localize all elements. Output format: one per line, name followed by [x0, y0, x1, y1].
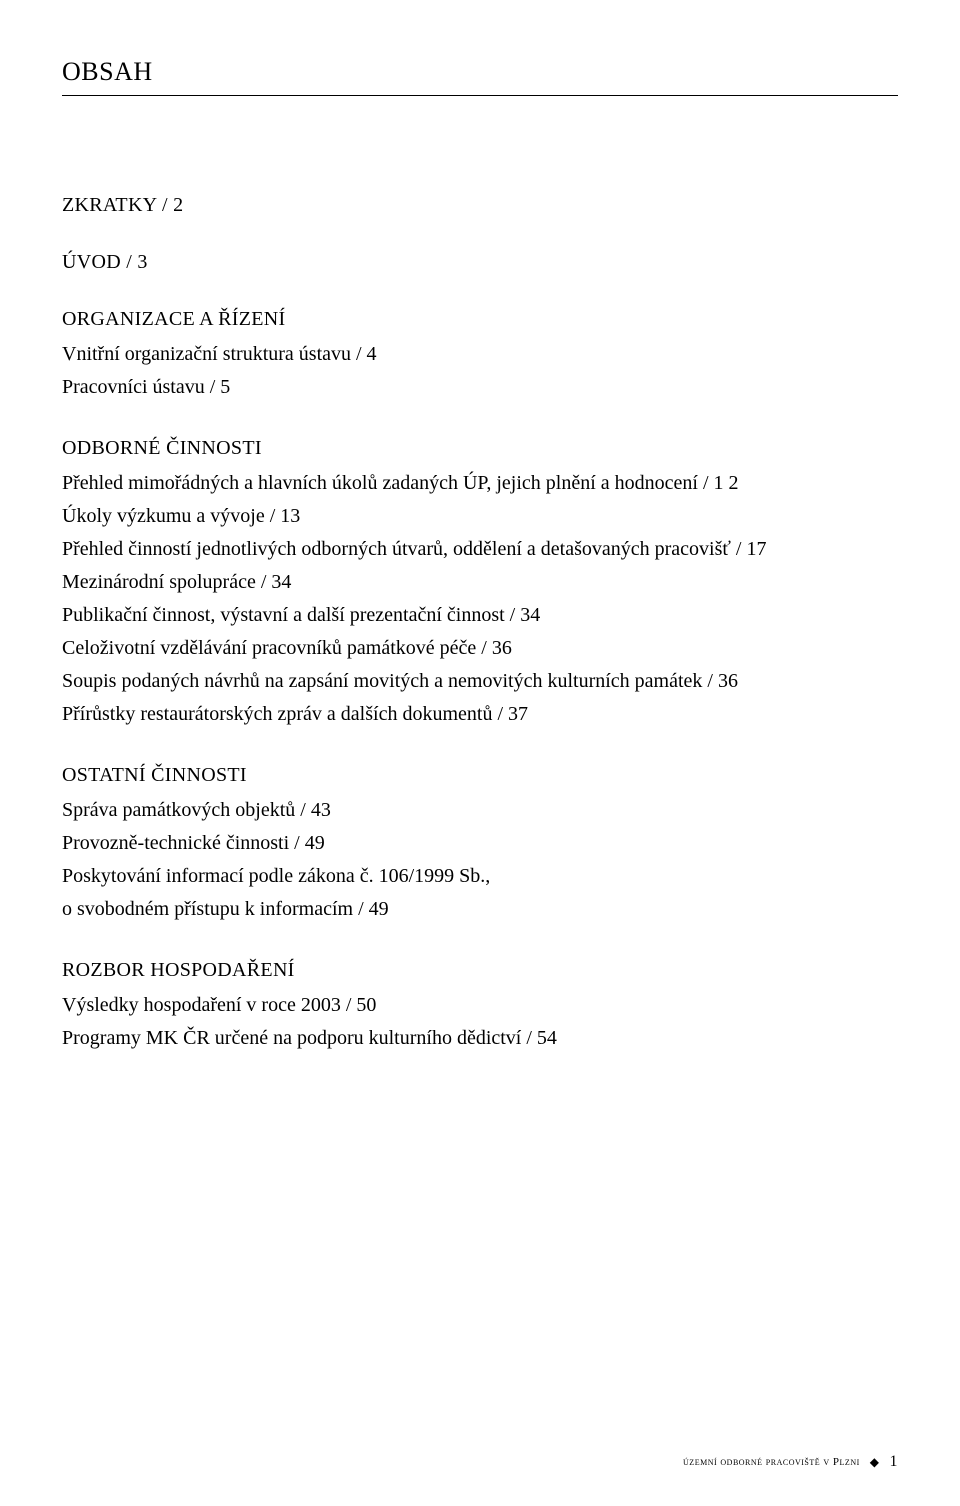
toc-entry: Úkoly výzkumu a vývoje / 13 [62, 501, 898, 532]
toc-entry: o svobodném přístupu k informacím / 49 [62, 894, 898, 925]
toc-section-heading: ROZBOR HOSPODAŘENÍ [62, 959, 898, 982]
toc-entry: Soupis podaných návrhů na zapsání movitý… [62, 666, 898, 697]
toc-entry: Provozně-technické činnosti / 49 [62, 828, 898, 859]
toc-entry: Vnitřní organizační struktura ústavu / 4 [62, 339, 898, 370]
toc-section: ROZBOR HOSPODAŘENÍ Výsledky hospodaření v… [62, 959, 898, 1054]
toc-section: ZKRATKY / 2 [62, 194, 898, 217]
toc-entry: Pracovníci ústavu / 5 [62, 372, 898, 403]
toc-entry: Mezinárodní spolupráce / 34 [62, 567, 898, 598]
footer-separator-icon: ◆ [870, 1455, 880, 1470]
toc-entry: Přehled činností jednotlivých odborných … [62, 534, 898, 565]
toc-entry: Publikační činnost, výstavní a další pre… [62, 600, 898, 631]
toc-entry: Poskytování informací podle zákona č. 10… [62, 861, 898, 892]
toc-section: OSTATNÍ ČINNOSTI Správa památkových objek… [62, 764, 898, 925]
toc-sections: ZKRATKY / 2 ÚVOD / 3 ORGANIZACE A ŘÍZENÍ Vn… [62, 194, 898, 1054]
footer-page-number: 1 [890, 1453, 899, 1471]
page-footer: územní odborné pracoviště v Plzni ◆ 1 [683, 1453, 898, 1471]
toc-entry: Programy MK ČR určené na podporu kulturn… [62, 1023, 898, 1054]
toc-section-heading: ODBORNÉ ČINNOSTI [62, 437, 898, 460]
toc-section-heading: ÚVOD / 3 [62, 251, 898, 274]
toc-entry: Výsledky hospodaření v roce 2003 / 50 [62, 990, 898, 1021]
footer-text: územní odborné pracoviště v Plzni [683, 1456, 860, 1468]
toc-entry: Celoživotní vzdělávání pracovníků památk… [62, 633, 898, 664]
toc-section-heading: ZKRATKY / 2 [62, 194, 898, 217]
toc-section: ODBORNÉ ČINNOSTI Přehled mimořádných a hl… [62, 437, 898, 730]
toc-section-heading: OSTATNÍ ČINNOSTI [62, 764, 898, 787]
toc-section-heading: ORGANIZACE A ŘÍZENÍ [62, 308, 898, 331]
page-title: OBSAH [62, 57, 898, 96]
toc-section: ÚVOD / 3 [62, 251, 898, 274]
toc-entry: Přehled mimořádných a hlavních úkolů zad… [62, 468, 898, 499]
toc-section: ORGANIZACE A ŘÍZENÍ Vnitřní organizační s… [62, 308, 898, 403]
toc-entry: Správa památkových objektů / 43 [62, 795, 898, 826]
toc-entry: Přírůstky restaurátorských zpráv a další… [62, 699, 898, 730]
